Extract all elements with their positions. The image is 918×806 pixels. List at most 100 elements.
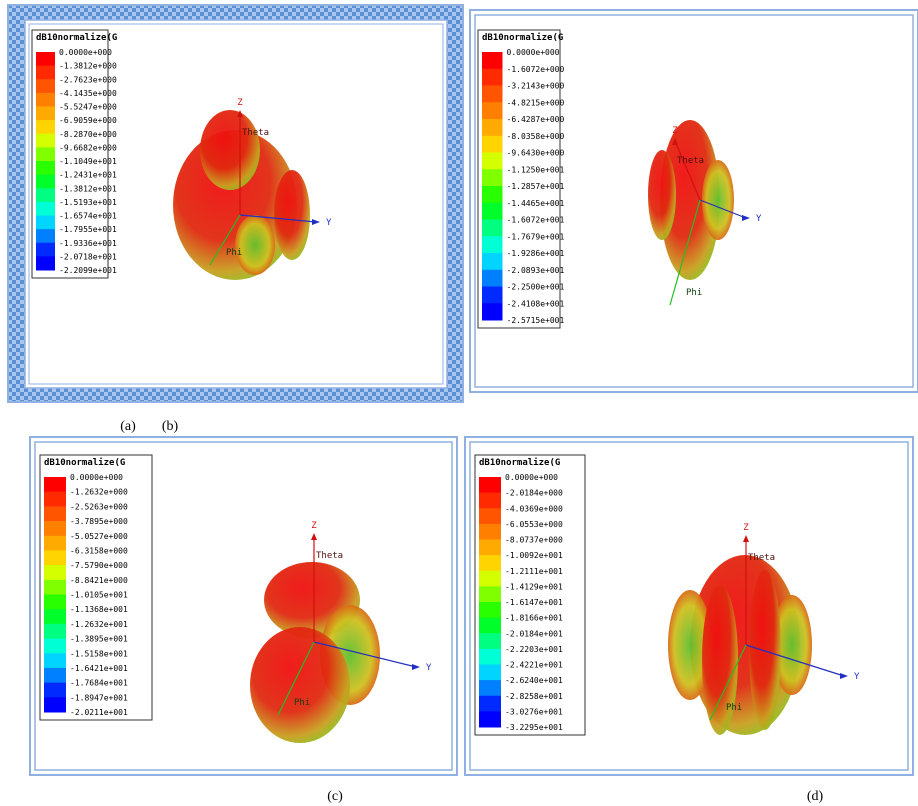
legend-label: -1.4129e+001 [505, 582, 563, 591]
legend-label: -6.9059e+000 [59, 116, 117, 125]
legend-label: -1.3812e+000 [59, 62, 117, 71]
color-swatch [479, 586, 501, 602]
color-swatch [44, 639, 66, 654]
color-swatch [36, 256, 55, 270]
theta-label: Theta [677, 156, 704, 166]
z-label: Z [311, 521, 317, 531]
color-swatch [479, 477, 501, 493]
legend-label: -2.6240e+001 [505, 676, 563, 685]
legend-label: -1.6574e+001 [59, 212, 117, 221]
legend-label: -1.3812e+001 [59, 184, 117, 193]
legend-label: -1.6072e+001 [507, 216, 565, 225]
y-label: Y [756, 214, 762, 224]
legend-label: -2.0184e+000 [505, 489, 563, 498]
color-swatch [36, 175, 55, 189]
color-swatch [482, 86, 503, 103]
color-swatch [479, 602, 501, 618]
color-swatch [479, 711, 501, 727]
color-swatch [479, 571, 501, 587]
theta-label: Theta [748, 553, 775, 563]
color-swatch [44, 683, 66, 698]
caption: (d) [807, 789, 824, 804]
legend-label: -1.6072e+000 [507, 65, 565, 74]
panel: ZThetaYPhidB10normalize(G0.0000e+000-1.3… [8, 5, 463, 402]
legend-title: dB10normalize(G [479, 457, 560, 468]
color-swatch [36, 93, 55, 107]
color-swatch [44, 492, 66, 507]
radiation-lobe [648, 150, 676, 240]
color-swatch [479, 540, 501, 556]
color-swatch [479, 508, 501, 524]
color-swatch [36, 147, 55, 161]
legend-title: dB10normalize(G [44, 457, 125, 468]
phi-label: Phi [726, 703, 742, 713]
color-swatch [44, 521, 66, 536]
legend-label: -2.5263e+000 [70, 502, 128, 511]
color-swatch [36, 107, 55, 121]
theta-label: Theta [316, 551, 343, 561]
legend-label: -3.7895e+000 [70, 517, 128, 526]
legend-label: -4.0369e+000 [505, 504, 563, 513]
legend-label: -6.0553e+000 [505, 520, 563, 529]
caption: (c) [327, 789, 343, 804]
color-swatch [36, 243, 55, 257]
color-swatch [482, 102, 503, 119]
panel: ZThetaYPhidB10normalize(G0.0000e+000-1.2… [30, 437, 457, 775]
color-swatch [36, 120, 55, 134]
radiation-lobe [274, 170, 310, 260]
legend-label: -1.7955e+001 [59, 225, 117, 234]
legend-label: -2.8258e+001 [505, 692, 563, 701]
legend-label: -1.6421e+001 [70, 664, 128, 673]
color-swatch [479, 493, 501, 509]
legend-label: -2.2500e+001 [507, 283, 565, 292]
legend-label: -3.2143e+000 [507, 82, 565, 91]
phi-label: Phi [226, 248, 242, 258]
z-label: Z [672, 126, 678, 136]
legend-label: -2.5715e+001 [507, 316, 565, 325]
radiation-lobe [200, 110, 260, 190]
panel: ZThetaYPhidB10normalize(G0.0000e+000-2.0… [465, 437, 913, 775]
legend-title: dB10normalize(G [36, 32, 117, 43]
legend-label: 0.0000e+000 [70, 473, 123, 482]
color-swatch [482, 253, 503, 270]
legend-label: -2.0718e+001 [59, 252, 117, 261]
legend-label: -2.2203e+001 [505, 645, 563, 654]
legend-label: -3.2295e+001 [505, 723, 563, 732]
y-label: Y [854, 672, 860, 682]
legend-label: -1.4465e+001 [507, 199, 565, 208]
color-swatch [482, 186, 503, 203]
color-swatch [482, 119, 503, 136]
caption: (a) [120, 419, 136, 434]
legend-label: -1.7684e+001 [70, 679, 128, 688]
legend-label: -1.6147e+001 [505, 598, 563, 607]
legend-label: -8.2870e+000 [59, 130, 117, 139]
color-swatch [44, 595, 66, 610]
z-label: Z [237, 98, 243, 108]
legend-label: -2.4108e+001 [507, 299, 565, 308]
legend-label: -1.9286e+001 [507, 249, 565, 258]
color-swatch [36, 79, 55, 93]
legend-label: -1.2431e+001 [59, 171, 117, 180]
legend-label: -1.8166e+001 [505, 614, 563, 623]
color-swatch [479, 618, 501, 634]
color-swatch [482, 52, 503, 69]
legend-label: -1.0092e+001 [505, 551, 563, 560]
legend-label: -4.8215e+000 [507, 98, 565, 107]
color-swatch [482, 303, 503, 320]
legend-label: 0.0000e+000 [59, 48, 112, 57]
color-swatch [44, 565, 66, 580]
legend-label: -1.2632e+000 [70, 488, 128, 497]
legend-label: -2.0893e+001 [507, 266, 565, 275]
legend-label: 0.0000e+000 [507, 48, 560, 57]
color-swatch [36, 229, 55, 243]
legend-label: -1.1250e+001 [507, 165, 565, 174]
color-swatch [479, 633, 501, 649]
color-swatch [44, 580, 66, 595]
z-label: Z [743, 523, 749, 533]
legend-label: -1.1049e+001 [59, 157, 117, 166]
legend-label: -7.5790e+000 [70, 561, 128, 570]
legend-label: -3.0276e+001 [505, 707, 563, 716]
color-swatch [44, 506, 66, 521]
legend-label: -2.2099e+001 [59, 266, 117, 275]
color-swatch [482, 153, 503, 170]
